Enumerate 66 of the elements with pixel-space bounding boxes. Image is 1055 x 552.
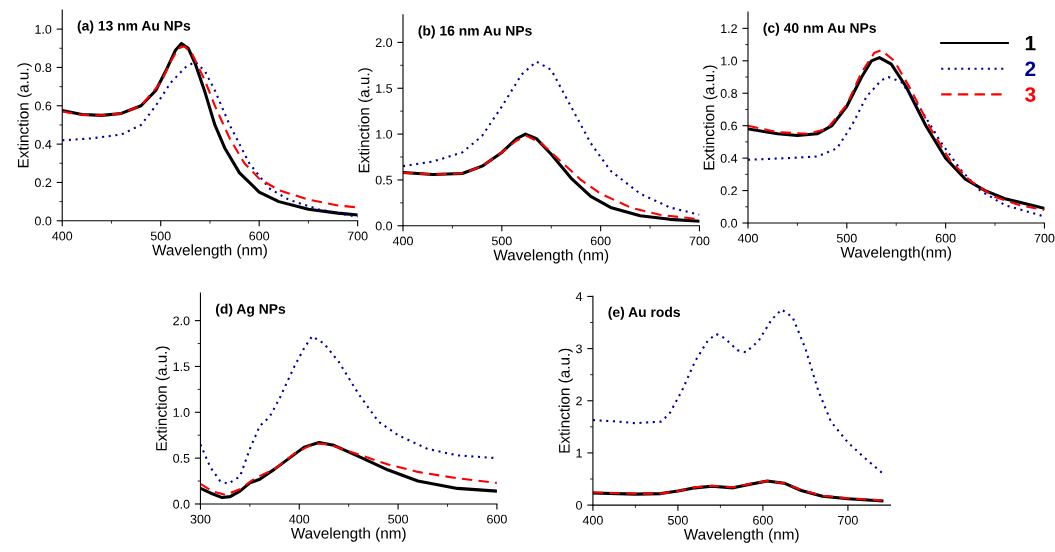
x-tick-label: 700 [1034,233,1055,243]
x-tick-label: 600 [487,514,507,524]
y-tick-label: 0.4 [720,153,738,163]
y-tick-label: 0.0 [34,216,52,226]
x-tick-label: 300 [190,514,211,524]
x-tick-label: 700 [838,515,858,525]
y-tick-label: 0.0 [375,221,393,231]
x-axis-title: Wavelength(nm) [840,246,952,261]
y-axis-title: Extinction (a.u.) [558,348,573,453]
y-tick-label: 3 [576,344,582,354]
x-tick-label: 400 [582,515,603,525]
x-axis-title: Wavelength (nm) [290,527,406,542]
y-tick-label: 0.6 [34,101,52,111]
y-tick-label: 2 [576,396,582,406]
text: (d) Ag NPs [215,303,286,317]
x-tick-label: 500 [667,515,688,525]
y-tick-label: 1.5 [376,84,393,93]
y-tick-label: 0.8 [34,63,52,73]
y-axis-title: Extinction (a.u.) [155,346,170,451]
x-tick-label: 400 [737,233,758,243]
y-tick-label: 0.8 [720,89,738,98]
y-axis-title: Extinction (a.u.) [358,68,373,173]
x-tick-label: 600 [249,231,270,241]
x-tick-label: 700 [689,236,710,246]
y-tick-label: 1.5 [173,362,190,372]
x-tick-label: 700 [347,231,368,241]
x-tick-label: 400 [392,236,413,246]
x-tick-label: 400 [289,514,310,524]
y-tick-label: 1.0 [35,24,52,34]
y-axis-title: Extinction (a.u.) [703,65,718,170]
x-tick-label: 600 [935,233,956,243]
legend-label: 1 [1025,36,1036,51]
text: (e) Au rods [608,306,680,320]
x-axis-title: Wavelength (nm) [493,249,609,264]
y-tick-label: 0.5 [173,453,190,463]
x-tick-label: 500 [836,233,857,243]
y-axis-title: Extinction (a.u.) [17,63,32,168]
text: (a) 13 nm Au NPs [77,20,191,34]
y-tick-label: 0.4 [34,139,52,149]
x-tick-label: 500 [388,514,409,524]
y-tick-label: 0 [576,500,583,510]
legend-label: 2 [1025,61,1036,77]
x-tick-label: 500 [150,231,171,241]
y-tick-label: 1 [576,448,582,458]
y-tick-label: 0.0 [173,499,190,509]
y-tick-label: 1.0 [376,129,393,139]
y-tick-label: 2.0 [173,316,190,326]
y-tick-label: 1.2 [721,24,737,33]
legend-label: 3 [1025,87,1036,102]
y-tick-label: 0.0 [720,218,738,228]
y-tick-label: 1.0 [173,408,190,417]
x-axis-title: Wavelength (nm) [683,528,799,543]
y-tick-label: 0.5 [375,175,393,185]
text: (c) 40 nm Au NPs [763,22,876,36]
y-tick-label: 0.2 [720,186,737,196]
y-tick-label: 1.0 [721,56,738,66]
text: (b) 16 nm Au NPs [418,25,532,39]
x-tick-label: 400 [52,231,73,241]
y-tick-label: 4 [575,292,583,301]
x-tick-label: 500 [491,236,512,246]
y-tick-label: 0.6 [720,121,738,131]
y-tick-label: 2.0 [375,38,393,48]
x-axis-title: Wavelength (nm) [152,244,267,259]
y-tick-label: 0.2 [34,178,52,188]
x-tick-label: 600 [590,236,611,246]
x-tick-label: 600 [753,515,773,525]
